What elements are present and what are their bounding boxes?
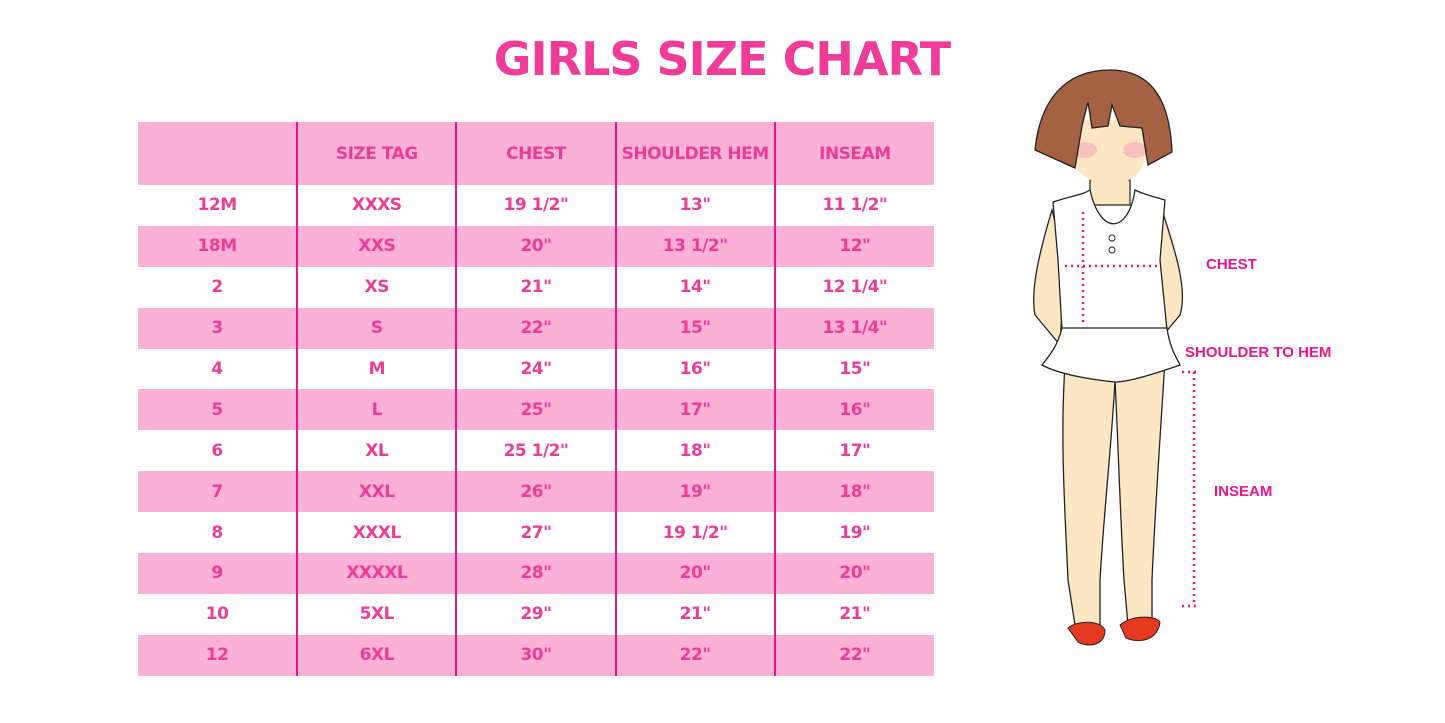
inseam-label: INSEAM [1214, 483, 1273, 500]
table-row: 8 XXXL 27" 19 1/2" 19" [138, 512, 934, 554]
table-cell: 18M [138, 225, 298, 267]
table-cell: 4 [211, 359, 223, 379]
table-cell: 29" [455, 593, 616, 635]
column-header: SHOULDER HEM [614, 122, 775, 185]
table-row: 6 XL 25 1/2" 18" 17" [138, 430, 934, 472]
table-cell: 5 [138, 389, 298, 431]
table-cell: XXXL [296, 512, 457, 554]
table-cell: 16" [773, 389, 934, 431]
table-cell: 20" [614, 553, 775, 594]
table-cell: XL [296, 430, 457, 472]
chest-label: CHEST [1206, 256, 1257, 273]
table-cell: 28" [455, 553, 616, 594]
table-cell: 13" [614, 185, 775, 226]
table-cell: 6XL [296, 634, 457, 676]
table-cell: 14" [614, 266, 775, 308]
table-cell: 5XL [296, 593, 457, 635]
table-cell: 13 1/2" [614, 225, 775, 267]
table-row: 9 XXXXL 28" 20" 20" [138, 553, 934, 594]
table-cell: 15" [773, 348, 934, 390]
table-row: 5 L 25" 17" 16" [138, 389, 934, 431]
table-cell: 22" [614, 634, 775, 676]
table-cell: S [296, 307, 457, 349]
table-cell: 19" [773, 512, 934, 554]
table-cell: 17" [773, 430, 934, 472]
table-row: 10 5XL 29" 21" 21" [138, 593, 934, 635]
table-cell: 7 [138, 471, 298, 513]
table-cell: 20" [455, 225, 616, 267]
table-row: 12M XXXS 19 1/2" 13" 11 1/2" [138, 185, 934, 226]
table-cell: 15" [614, 307, 775, 349]
table-cell: 12M [197, 195, 238, 216]
table-cell: 25" [455, 389, 616, 431]
size-table: SIZE TAG CHEST SHOULDER HEM INSEAM 12M XXXS 1… [138, 122, 934, 676]
table-cell: 13 1/4" [773, 307, 934, 349]
table-cell: 18" [773, 471, 934, 513]
table-cell: 21" [773, 593, 934, 635]
table-cell: 16" [614, 348, 775, 390]
table-cell: 6 [211, 440, 223, 461]
table-cell: XXS [296, 225, 457, 267]
table-cell: 2 [211, 277, 223, 298]
table-row: 3 S 22" 15" 13 1/4" [138, 307, 934, 349]
table-cell: 19" [614, 471, 775, 513]
column-header: SIZE TAG [296, 122, 457, 185]
table-cell: 10 [205, 604, 229, 625]
table-cell: 9 [138, 553, 298, 594]
table-cell: 24" [455, 348, 616, 390]
table-cell: 3 [138, 307, 298, 349]
column-header: INSEAM [773, 122, 934, 185]
table-cell: 12 1/4" [773, 266, 934, 308]
table-cell: 12" [773, 225, 934, 267]
table-cell: 20" [773, 553, 934, 594]
table-cell: 22" [455, 307, 616, 349]
table-cell: 11 1/2" [773, 185, 934, 226]
table-cell: XS [296, 266, 457, 308]
table-cell: 26" [455, 471, 616, 513]
table-row: 2 XS 21" 14" 12 1/4" [138, 266, 934, 308]
girl-measurement-illustration [1033, 69, 1200, 646]
table-cell: 25 1/2" [455, 430, 616, 472]
table-cell: 17" [614, 389, 775, 431]
table-cell: XXXS [296, 185, 457, 226]
table-cell: 27" [455, 512, 616, 554]
table-row: 18M XXS 20" 13 1/2" 12" [138, 225, 934, 267]
table-cell: 18" [614, 430, 775, 472]
table-cell: XXL [296, 471, 457, 513]
table-cell: XXXXL [296, 553, 457, 594]
table-cell: 8 [211, 522, 223, 543]
table-cell: 19 1/2" [614, 512, 775, 554]
table-cell: 12 [138, 634, 298, 676]
table-cell: 21" [614, 593, 775, 635]
column-header: CHEST [455, 122, 616, 185]
column-header [138, 122, 298, 185]
table-cell: 22" [773, 634, 934, 676]
page-title: GIRLS SIZE CHART [493, 32, 951, 86]
table-row: 12 6XL 30" 22" 22" [138, 634, 934, 676]
table-row: 7 XXL 26" 19" 18" [138, 471, 934, 513]
table-cell: 21" [455, 266, 616, 308]
table-cell: L [296, 389, 457, 431]
shoulder-to-hem-label: SHOULDER TO HEM [1185, 344, 1332, 361]
table-header-row: SIZE TAG CHEST SHOULDER HEM INSEAM [138, 122, 934, 185]
table-row: 4 M 24" 16" 15" [138, 348, 934, 390]
table-cell: 19 1/2" [455, 185, 616, 226]
table-cell: 30" [455, 634, 616, 676]
table-cell: M [296, 348, 457, 390]
